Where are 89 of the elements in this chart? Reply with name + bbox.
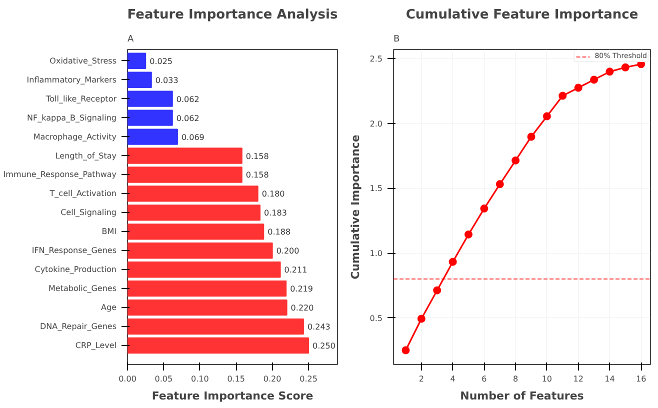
y-tick-label: Cytokine_Production xyxy=(34,265,117,274)
bar xyxy=(128,204,261,221)
bar xyxy=(128,148,242,164)
point xyxy=(606,68,614,76)
point xyxy=(621,63,630,72)
bar xyxy=(128,280,287,297)
y-tick-label: 2.5 xyxy=(370,54,383,64)
point xyxy=(480,204,488,213)
x-tick-label: 10 xyxy=(542,374,552,384)
data-label: 0.062 xyxy=(176,114,200,123)
y-tick-label: Oxidative_Stress xyxy=(50,56,117,66)
bar xyxy=(128,337,310,354)
bar xyxy=(128,262,281,278)
y-tick-label: IFN_Response_Genes xyxy=(32,246,117,256)
data-label: 0.243 xyxy=(307,322,330,332)
bar xyxy=(128,318,304,335)
x-tick-label: 8 xyxy=(513,374,518,384)
bar xyxy=(128,52,146,69)
x-axis-title: Feature Importance Score xyxy=(152,390,314,402)
bar xyxy=(128,90,173,107)
point xyxy=(448,258,457,266)
y-tick-label: 2.0 xyxy=(370,119,383,128)
y-tick-label: NF_kappa_B_Signaling xyxy=(27,113,117,122)
x-tick-label: 16 xyxy=(636,374,646,384)
bar xyxy=(128,166,242,183)
x-tick-label: 0.00 xyxy=(118,374,136,384)
data-label: 0.188 xyxy=(268,228,291,237)
x-tick-label: 12 xyxy=(573,374,584,384)
y-tick-label: Macrophage_Activity xyxy=(33,132,117,142)
x-tick-label: 0.10 xyxy=(191,374,209,384)
point xyxy=(464,230,472,238)
bar xyxy=(128,242,273,259)
data-label: 0.025 xyxy=(150,56,173,66)
bar xyxy=(128,128,178,145)
x-tick-label: 0.25 xyxy=(300,374,318,384)
x-tick-label: 0.20 xyxy=(263,374,282,384)
bar xyxy=(128,110,173,126)
point xyxy=(496,180,504,188)
y-tick-label: Inflammatory_Markers xyxy=(26,75,116,84)
data-label: 0.183 xyxy=(264,208,287,218)
y-tick-label: Cell_Signaling xyxy=(60,208,117,218)
y-tick-label: Immune_Response_Pathway xyxy=(3,170,117,180)
bar xyxy=(128,299,288,316)
data-label: 0.211 xyxy=(284,266,308,275)
point xyxy=(512,156,520,164)
bar xyxy=(128,72,152,88)
data-label: 0.158 xyxy=(246,152,269,161)
point xyxy=(402,346,410,354)
x-tick-label: 6 xyxy=(482,374,487,384)
point xyxy=(574,84,582,92)
y-tick-label: 0.5 xyxy=(370,314,383,323)
text: B xyxy=(394,34,400,44)
x-tick-label: 0.05 xyxy=(154,374,173,384)
y-tick-label: Age xyxy=(101,303,117,312)
data-label: 0.200 xyxy=(276,246,300,256)
bar xyxy=(128,186,258,202)
y-tick-label: CRP_Level xyxy=(75,341,117,350)
data-label: 0.180 xyxy=(262,190,285,199)
y-tick-label: DNA_Repair_Genes xyxy=(40,322,117,332)
point xyxy=(417,314,426,323)
x-tick-label: 14 xyxy=(604,374,615,384)
data-label: 0.069 xyxy=(181,132,204,142)
x-tick-label: 4 xyxy=(450,374,456,384)
bar xyxy=(128,224,264,240)
chart-title: Cumulative Feature Importance xyxy=(406,8,638,22)
x-tick-label: 2 xyxy=(418,374,424,384)
data-label: 0.033 xyxy=(155,76,178,85)
point xyxy=(527,132,536,141)
y-tick-label: Metabolic_Genes xyxy=(48,284,117,294)
data-label: 0.158 xyxy=(246,170,269,180)
point xyxy=(558,92,567,100)
chart-title: Feature Importance Analysis xyxy=(127,8,338,22)
y-tick-label: Length_of_Stay xyxy=(55,151,117,160)
data-label: 0.062 xyxy=(176,94,200,104)
point xyxy=(542,112,551,120)
text: A xyxy=(128,34,134,44)
y-tick-label: 1.0 xyxy=(370,249,383,258)
x-tick-label: 0.15 xyxy=(227,374,246,384)
point xyxy=(433,286,442,294)
y-axis-title: Cumulative Importance xyxy=(348,134,362,280)
data-label: 0.250 xyxy=(312,342,336,351)
x-axis-title: Number of Features xyxy=(460,390,584,402)
y-tick-label: BMI xyxy=(102,227,116,236)
data-label: 0.220 xyxy=(290,304,314,313)
point xyxy=(590,76,598,84)
y-tick-label: Toll_like_Receptor xyxy=(45,94,118,104)
y-tick-label: 1.5 xyxy=(370,184,383,194)
data-label: 0.219 xyxy=(290,284,313,294)
y-tick-label: T_cell_Activation xyxy=(48,189,116,198)
